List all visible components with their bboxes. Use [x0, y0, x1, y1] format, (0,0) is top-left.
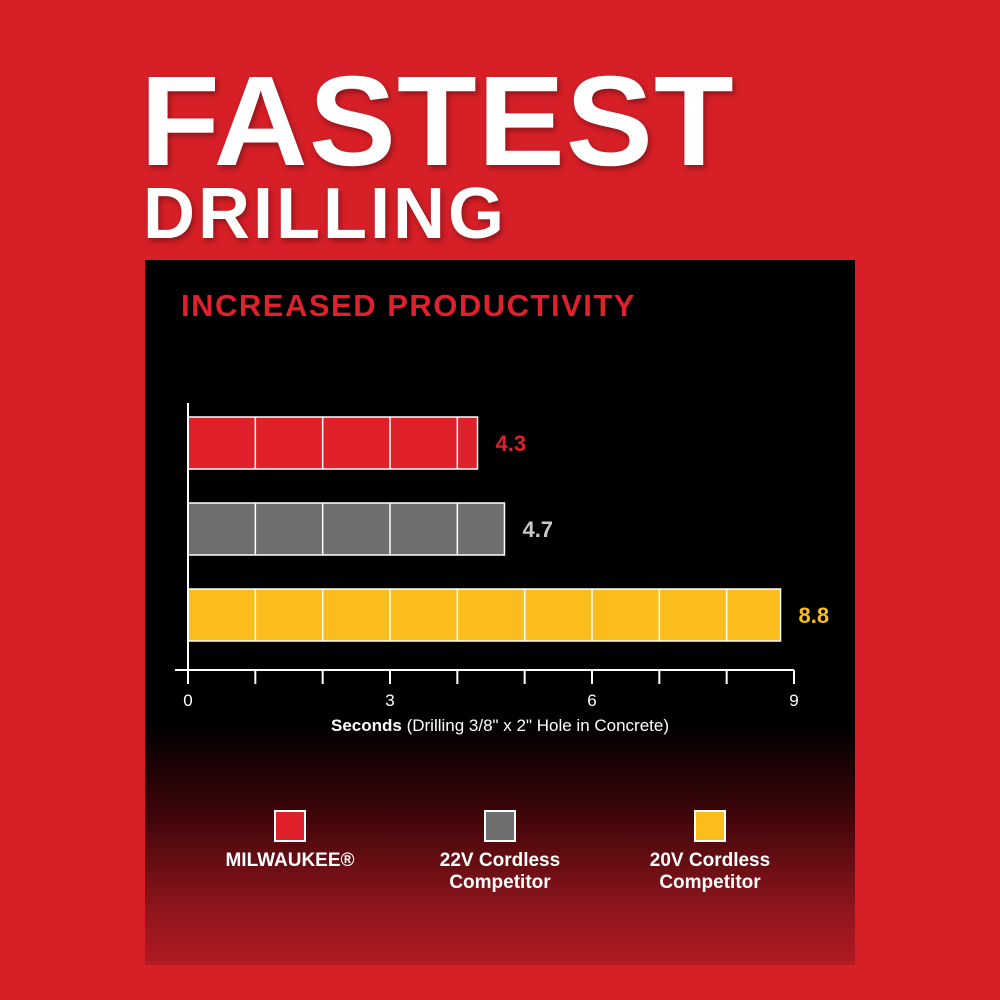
- legend-item-22v: 22V Cordless Competitor: [400, 810, 600, 894]
- x-tick-label: 6: [587, 691, 596, 710]
- legend-swatch: [694, 810, 726, 842]
- legend-label: 22V Cordless Competitor: [439, 850, 561, 893]
- bar-3: [187, 588, 782, 642]
- legend-swatch: [484, 810, 516, 842]
- x-tick-label: 3: [385, 691, 394, 710]
- chart-title: INCREASED PRODUCTIVITY: [181, 288, 636, 323]
- data-label-2: 4.7: [522, 517, 553, 542]
- bar-1: [187, 416, 479, 470]
- legend-swatch: [274, 810, 306, 842]
- x-axis-label: Seconds (Drilling 3/8" x 2" Hole in Conc…: [0, 716, 1000, 736]
- headline-line2: DRILLING: [143, 174, 507, 254]
- legend-item-milwaukee: MILWAUKEE®: [190, 810, 390, 872]
- legend-item-20v: 20V Cordless Competitor: [610, 810, 810, 894]
- headline-line1: FASTEST: [140, 50, 735, 193]
- legend-label: MILWAUKEE®: [225, 850, 355, 871]
- x-axis-label-rest: (Drilling 3/8" x 2" Hole in Concrete): [401, 716, 670, 735]
- data-label-3: 8.8: [799, 603, 830, 628]
- legend-label: 20V Cordless Competitor: [649, 850, 771, 893]
- x-tick-label: 9: [789, 691, 798, 710]
- data-label-1: 4.3: [496, 431, 527, 456]
- x-tick-label: 0: [183, 691, 192, 710]
- bar-2: [187, 502, 506, 556]
- x-axis-label-bold: Seconds: [330, 716, 402, 735]
